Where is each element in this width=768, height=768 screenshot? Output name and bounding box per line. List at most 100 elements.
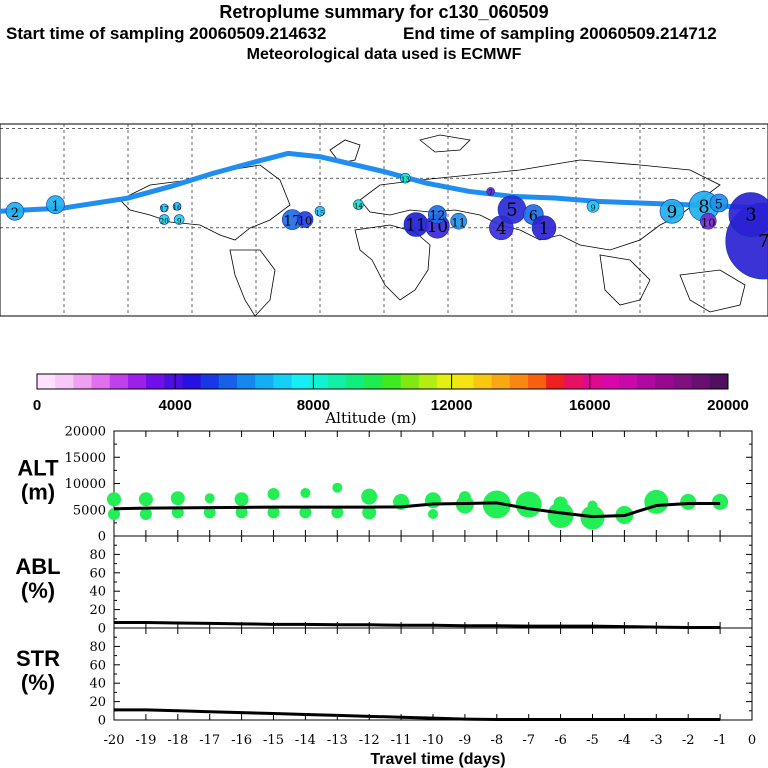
y-tick-label: 5000: [73, 503, 106, 518]
altitude-bubble: [587, 500, 598, 511]
chart-title: Retroplume summary for c130_060509: [219, 2, 549, 22]
colorbar-cell: [291, 374, 311, 389]
trajectory-marker: [659, 198, 685, 224]
marker-label: 9: [667, 201, 678, 221]
panel-abl: 0 20 40 60 80 ABL(%): [15, 535, 753, 637]
y-tick-label: 0: [98, 530, 106, 545]
colorbar-cell: [564, 374, 584, 389]
x-tick-label: -17: [199, 733, 220, 748]
panel-frame: [113, 430, 753, 537]
colorbar-cell: [546, 374, 565, 389]
trajectory-marker: [296, 211, 314, 228]
x-tick-label: -10: [423, 733, 444, 748]
y-tick-label: 20000: [65, 425, 106, 440]
colorbar-cell: [437, 374, 456, 389]
trajectory-marker: [450, 212, 467, 230]
altitude-bubble: [515, 491, 542, 518]
colorbar-cell: [382, 374, 402, 389]
marker-label: 14: [354, 203, 363, 211]
marker-label: 8: [698, 196, 709, 217]
time-series-panels: 05000100001500020000ALT(m)020406080ABL(%…: [15, 425, 756, 768]
x-tick-label: -14: [295, 733, 316, 748]
y-axis-label: (m): [21, 480, 55, 505]
x-tick-label: -15: [263, 733, 284, 748]
marker-label: 5: [715, 197, 723, 212]
marker-label: 9: [590, 203, 595, 213]
y-axis-label: (%): [21, 670, 55, 695]
colorbar-cell: [400, 374, 420, 389]
colorbar-cell: [109, 374, 129, 389]
colorbar-cell: [127, 374, 147, 389]
x-tick-label: -8: [490, 733, 503, 748]
y-tick-label: 20: [89, 603, 106, 618]
trajectory-marker: [400, 172, 411, 184]
colorbar-cell: [255, 374, 274, 389]
altitude-bubble: [107, 492, 121, 507]
altitude-bubble: [712, 493, 729, 510]
y-axis-label: STR: [16, 646, 60, 671]
trajectory-marker: [709, 193, 729, 213]
marker-label: 17: [283, 214, 301, 230]
colorbar-cell: [218, 374, 238, 389]
panel-frame: [113, 627, 753, 721]
x-tick-label: -16: [231, 733, 252, 748]
end-time-label: End time of sampling 20060509.214712: [403, 24, 717, 43]
altitude-bubble: [547, 502, 574, 528]
marker-label: 1: [51, 198, 59, 213]
y-axis-label: ABL: [15, 554, 60, 579]
colorbar-cell: [327, 374, 347, 389]
marker-label: 2: [11, 205, 19, 220]
colorbar-tick-label: 20000: [707, 397, 749, 414]
trajectory-marker: [728, 192, 768, 237]
altitude-bubble: [234, 492, 249, 507]
trajectory-marker: [46, 195, 65, 214]
altitude-bubble: [203, 506, 216, 519]
colorbar-cell: [600, 374, 620, 389]
colorbar-cell: [655, 374, 674, 389]
altitude-bubble: [680, 493, 697, 510]
x-tick-label: -9: [459, 733, 472, 748]
marker-label: 15: [316, 209, 325, 217]
str-series-line: [114, 708, 721, 722]
x-tick-label: -2: [682, 733, 695, 748]
trajectory-marker: [159, 203, 169, 213]
marker-label: 9: [177, 218, 181, 226]
altitude-bubble: [644, 489, 669, 514]
colorbar-cell: [164, 374, 183, 389]
colorbar-cell: [73, 374, 93, 389]
marker-label: 10: [298, 215, 312, 228]
colorbar-cell: [237, 374, 256, 389]
colorbar-cell: [309, 374, 329, 389]
colorbar-cell: [637, 374, 656, 389]
trajectory-marker: [486, 187, 495, 196]
y-tick-label: 10000: [65, 477, 106, 492]
trajectory-marker: [428, 205, 447, 224]
panel-alt: 0 5000 10000 15000 20000 ALT(m): [17, 425, 753, 545]
marker-label: 10: [701, 216, 715, 229]
colorbar-cell: [55, 374, 74, 389]
x-tick-label: -18: [167, 733, 188, 748]
colorbar-tick-label: 8000: [297, 397, 330, 414]
marker-label: 11: [405, 214, 426, 234]
altitude-colorbar: 0 4000 8000 12000 16000 20000 Altitude (m): [33, 373, 749, 427]
x-tick-label: -11: [391, 733, 412, 748]
marker-label: 7: [758, 231, 768, 252]
colorbar-cell: [473, 374, 493, 389]
marker-label: 6: [529, 209, 538, 225]
panel-frame: [113, 535, 753, 629]
altitude-bubble: [299, 506, 312, 519]
y-tick-label: 15000: [65, 451, 106, 466]
y-tick-label: 0: [98, 622, 106, 637]
colorbar-cell: [709, 374, 729, 389]
x-tick-label: -13: [327, 733, 348, 748]
marker-label: 20: [160, 218, 169, 226]
altitude-bubble: [362, 505, 377, 520]
trajectory-marker: [586, 200, 600, 213]
marker-label: 3: [745, 205, 756, 226]
colorbar-cell: [364, 374, 383, 389]
x-tick-label: -5: [586, 733, 599, 748]
colorbar-cell: [618, 374, 638, 389]
altitude-bubble: [235, 506, 248, 519]
